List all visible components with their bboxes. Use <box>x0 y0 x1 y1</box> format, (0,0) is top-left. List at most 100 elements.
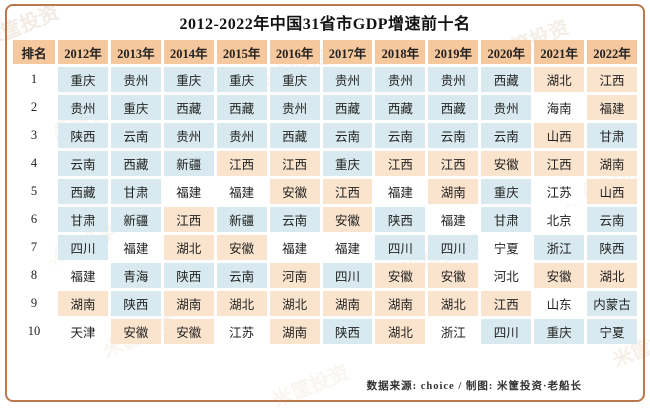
province-cell: 西藏 <box>58 179 108 204</box>
outer-border-frame <box>5 4 645 402</box>
province-cell: 湖南 <box>163 291 214 316</box>
table-row: 8 福建 青海 陕西 云南 河南 四川 安徽 安徽 河北 安徽 湖北 <box>13 263 637 288</box>
column-header: 2019年 <box>428 40 479 64</box>
province-cell: 江苏 <box>534 179 585 204</box>
province-cell: 福建 <box>58 263 108 288</box>
table-row: 4 云南 西藏 新疆 江西 江西 重庆 江西 江西 安徽 江西 湖南 <box>13 151 637 176</box>
province-cell: 西藏 <box>216 95 267 120</box>
province-cell: 陕西 <box>375 207 426 232</box>
province-cell: 福建 <box>587 95 637 120</box>
province-cell: 云南 <box>481 123 532 148</box>
province-cell: 云南 <box>110 123 161 148</box>
province-cell: 湖北 <box>428 291 479 316</box>
province-cell: 江苏 <box>216 319 267 344</box>
province-cell: 安徽 <box>375 263 426 288</box>
province-cell: 云南 <box>216 263 267 288</box>
province-cell: 甘肃 <box>587 123 637 148</box>
column-header: 2012年 <box>58 40 108 64</box>
column-header: 2013年 <box>110 40 161 64</box>
province-cell: 贵州 <box>269 95 320 120</box>
province-cell: 安徽 <box>163 319 214 344</box>
province-cell: 陕西 <box>58 123 108 148</box>
table-row: 6 甘肃 新疆 江西 新疆 云南 安徽 陕西 福建 甘肃 北京 云南 <box>13 207 637 232</box>
table-row: 1 重庆 贵州 重庆 重庆 重庆 贵州 贵州 贵州 西藏 湖北 江西 <box>13 67 637 92</box>
province-cell: 福建 <box>375 179 426 204</box>
province-cell: 西藏 <box>428 95 479 120</box>
province-cell: 福建 <box>216 179 267 204</box>
province-cell: 安徽 <box>322 207 373 232</box>
province-cell: 江西 <box>322 179 373 204</box>
province-cell: 湖北 <box>587 263 637 288</box>
province-cell: 宁夏 <box>587 319 637 344</box>
province-cell: 云南 <box>269 207 320 232</box>
table-row: 5 西藏 甘肃 福建 福建 安徽 江西 福建 湖南 重庆 江苏 山西 <box>13 179 637 204</box>
province-cell: 重庆 <box>58 67 108 92</box>
province-cell: 重庆 <box>534 319 585 344</box>
rank-cell: 3 <box>13 123 55 148</box>
province-cell: 北京 <box>534 207 585 232</box>
rank-cell: 2 <box>13 95 55 120</box>
province-cell: 江西 <box>534 151 585 176</box>
province-cell: 内蒙古 <box>587 291 637 316</box>
province-cell: 福建 <box>322 235 373 260</box>
province-cell: 西藏 <box>481 67 532 92</box>
province-cell: 安徽 <box>269 179 320 204</box>
province-cell: 安徽 <box>216 235 267 260</box>
column-header: 排名 <box>13 40 55 64</box>
column-header: 2020年 <box>481 40 532 64</box>
province-cell: 江西 <box>216 151 267 176</box>
province-cell: 河北 <box>481 263 532 288</box>
province-cell: 重庆 <box>481 179 532 204</box>
province-cell: 陕西 <box>587 235 637 260</box>
table-row: 7 四川 福建 湖北 安徽 福建 福建 四川 四川 宁夏 浙江 陕西 <box>13 235 637 260</box>
province-cell: 贵州 <box>216 123 267 148</box>
rank-cell: 6 <box>13 207 55 232</box>
province-cell: 贵州 <box>110 67 161 92</box>
province-cell: 福建 <box>428 207 479 232</box>
province-cell: 青海 <box>110 263 161 288</box>
province-cell: 宁夏 <box>481 235 532 260</box>
province-cell: 天津 <box>58 319 108 344</box>
province-cell: 海南 <box>534 95 585 120</box>
province-cell: 贵州 <box>481 95 532 120</box>
province-cell: 河南 <box>269 263 320 288</box>
province-cell: 云南 <box>428 123 479 148</box>
column-header: 2017年 <box>322 40 373 64</box>
province-cell: 西藏 <box>269 123 320 148</box>
province-cell: 福建 <box>110 235 161 260</box>
province-cell: 山西 <box>587 179 637 204</box>
province-cell: 新疆 <box>216 207 267 232</box>
province-cell: 安徽 <box>110 319 161 344</box>
province-cell: 湖南 <box>375 291 426 316</box>
rank-cell: 1 <box>13 67 55 92</box>
province-cell: 新疆 <box>163 151 214 176</box>
province-cell: 湖北 <box>216 291 267 316</box>
province-cell: 重庆 <box>216 67 267 92</box>
rank-cell: 8 <box>13 263 55 288</box>
province-cell: 江西 <box>481 291 532 316</box>
province-cell: 湖南 <box>322 291 373 316</box>
province-cell: 江西 <box>587 67 637 92</box>
province-cell: 云南 <box>58 151 108 176</box>
province-cell: 湖北 <box>163 235 214 260</box>
province-cell: 江西 <box>269 151 320 176</box>
province-cell: 安徽 <box>534 263 585 288</box>
province-cell: 重庆 <box>322 151 373 176</box>
rank-cell: 10 <box>13 319 55 344</box>
province-cell: 甘肃 <box>58 207 108 232</box>
province-cell: 云南 <box>587 207 637 232</box>
province-cell: 贵州 <box>322 67 373 92</box>
province-cell: 浙江 <box>428 319 479 344</box>
table-row: 9 湖南 陕西 湖南 湖北 湖北 湖南 湖南 湖北 江西 山东 内蒙古 <box>13 291 637 316</box>
province-cell: 安徽 <box>428 263 479 288</box>
table-row: 3 陕西 云南 贵州 贵州 西藏 云南 云南 云南 云南 山西 甘肃 <box>13 123 637 148</box>
province-cell: 安徽 <box>481 151 532 176</box>
province-cell: 西藏 <box>322 95 373 120</box>
table-row: 10 天津 安徽 安徽 江苏 湖南 陕西 湖北 浙江 四川 重庆 宁夏 <box>13 319 637 344</box>
province-cell: 重庆 <box>110 95 161 120</box>
province-cell: 陕西 <box>110 291 161 316</box>
province-cell: 新疆 <box>110 207 161 232</box>
province-cell: 陕西 <box>163 263 214 288</box>
province-cell: 贵州 <box>428 67 479 92</box>
province-cell: 重庆 <box>163 67 214 92</box>
